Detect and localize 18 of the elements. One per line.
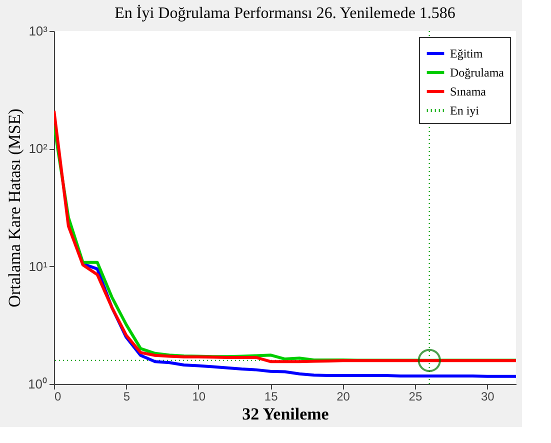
chart-title: En İyi Doğrulama Performansı 26. Yenilemede 1.586: [114, 4, 456, 22]
x-tick-label: 30: [480, 390, 495, 404]
ref-line-label: En iyi: [450, 104, 480, 118]
x-tick-label: 0: [54, 390, 62, 404]
y-tick-label: 10³: [28, 24, 48, 38]
legend-label: Sınama: [450, 84, 487, 98]
legend-label: Doğrulama: [450, 66, 505, 80]
x-tick-label: 25: [408, 390, 422, 404]
y-tick-label: 10²: [28, 141, 48, 156]
x-tick-label: 15: [264, 390, 278, 404]
legend-label: Eğitim: [450, 46, 484, 60]
x-tick-label: 5: [123, 390, 130, 404]
y-axis-title: Ortalama Kare Hatası (MSE): [5, 108, 24, 308]
x-tick-label: 10: [192, 390, 206, 404]
x-tick-label: 20: [336, 390, 350, 404]
y-tick-label: 10⁰: [28, 376, 48, 392]
x-axis-title: 32 Yenileme: [242, 404, 330, 424]
y-tick-label: 10¹: [28, 258, 48, 274]
